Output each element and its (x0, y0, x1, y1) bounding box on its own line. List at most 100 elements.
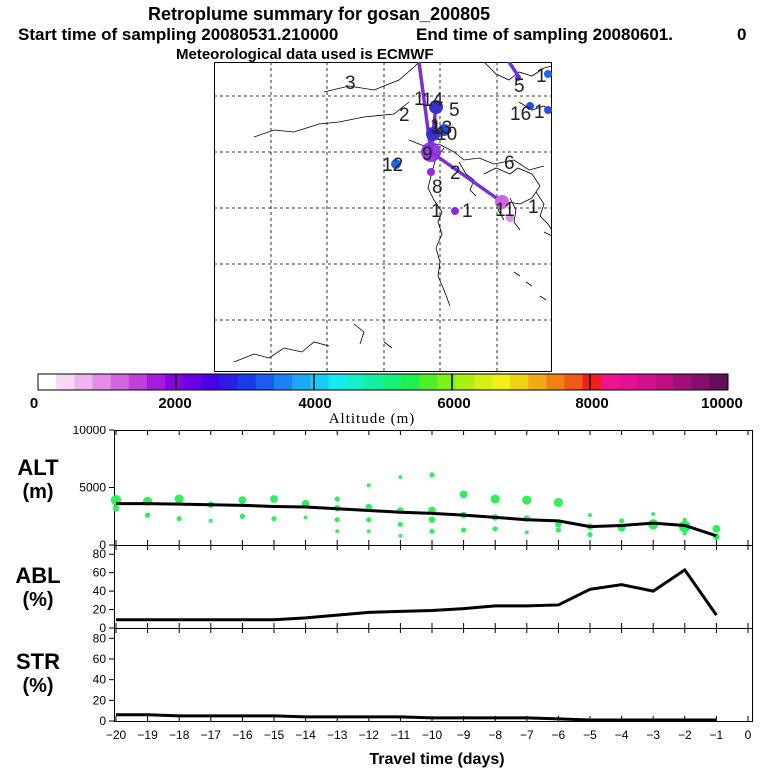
colorbar-cell (92, 374, 112, 390)
colorbar-cell (310, 374, 330, 390)
alt-particle-dot (271, 515, 277, 522)
map-label: 13 (431, 118, 452, 139)
x-tick-label: −13 (327, 728, 348, 742)
colorbar-cell (528, 374, 547, 390)
map-label: 16 (510, 104, 531, 125)
str-ytick-label: 0 (99, 714, 106, 728)
alt-particle-dot (459, 490, 468, 499)
map-label: 14 (422, 90, 444, 111)
colorbar-cell (255, 374, 275, 390)
abl-ytick-label: 40 (93, 584, 107, 598)
colorbar-cell (419, 374, 438, 390)
colorbar-cell (364, 374, 384, 390)
colorbar-tick-label: 2000 (158, 395, 191, 412)
map-label: 1 (414, 89, 425, 110)
colorbar-cell (455, 374, 475, 390)
alt-particle-dot (492, 526, 498, 532)
alt-series-line (116, 502, 717, 538)
alt-particle-dot (366, 517, 372, 523)
alt-panel: ALT (m) 10000 5000 0 (17, 426, 753, 552)
x-tick-label: −18 (169, 728, 190, 742)
colorbar-cell (219, 374, 239, 390)
x-tick-label: −5 (583, 728, 597, 742)
colorbar-cell (510, 374, 529, 390)
colorbar-tick-label: 6000 (437, 395, 470, 412)
alt-particle-dot (397, 521, 403, 527)
alt-particle-dot (112, 504, 120, 512)
abl-ytick-label: 80 (93, 547, 107, 561)
alt-ylabel-unit: (m) (22, 481, 53, 503)
x-tick-label: −12 (359, 728, 380, 742)
str-panel: STR (%) 80 60 40 20 0 (16, 628, 753, 728)
alt-particle-dot (522, 495, 532, 505)
colorbar-cell (600, 374, 620, 390)
x-tick-label: −10 (422, 728, 443, 742)
alt-particle-dot (428, 516, 436, 523)
alt-particle-dot (335, 529, 340, 534)
colorbar-cell (346, 374, 366, 390)
map-label: 9 (422, 144, 433, 165)
abl-series-line (116, 567, 718, 622)
colorbar-cells (38, 374, 729, 390)
alt-particle-dot (174, 494, 184, 504)
colorbar-tick-label: 8000 (575, 395, 608, 412)
colorbar-axis-label: Altitude (m) (329, 411, 416, 426)
end-time-label: End time of sampling 20080601. (416, 25, 673, 44)
altitude-colorbar: 0 2000 4000 6000 8000 10000 Altitude (m) (30, 373, 743, 426)
map-label: 12 (382, 155, 403, 176)
x-tick-label: −17 (201, 728, 222, 742)
colorbar-cell (401, 374, 420, 390)
str-panel-frame (114, 628, 753, 722)
colorbar-cell (709, 374, 729, 390)
map-label: 5 (514, 76, 525, 97)
map-label: 1 (536, 66, 547, 87)
abl-panel: ABL (%) 80 60 40 20 0 (15, 545, 753, 635)
map-label: 1 (462, 201, 473, 222)
colorbar-cell (328, 374, 348, 390)
colorbar-cell (546, 374, 566, 390)
alt-particle-dot (398, 533, 403, 538)
alt-ytick-label: 10000 (73, 426, 107, 437)
colorbar-cell (655, 374, 675, 390)
plume-dot (429, 100, 443, 114)
map-label: 2 (399, 105, 410, 126)
abl-ytick-label: 0 (99, 621, 106, 635)
retroplume-map: 3 1 2 14 5 1 13 10 12 9 2 8 1 6 11 1 5 1… (214, 62, 552, 372)
map-label: 3 (345, 73, 356, 94)
alt-particle-dot (208, 518, 213, 523)
str-ytick-label: 60 (93, 652, 107, 666)
alt-particle-dot (712, 525, 721, 533)
x-tick-label: −20 (106, 728, 127, 742)
map-number-labels: 3 1 2 14 5 1 13 10 12 9 2 8 1 6 11 1 5 1… (345, 66, 547, 222)
alt-particle-dot (555, 527, 562, 533)
alt-particle-dot (587, 532, 593, 538)
colorbar-frame (37, 373, 729, 391)
alt-particle-dot (619, 518, 625, 524)
alt-ytick-label: 0 (99, 538, 106, 552)
colorbar-cell (237, 374, 257, 390)
plume-dot (515, 75, 521, 81)
alt-particle-dot (429, 472, 435, 478)
met-data-label: Meteorological data used is ECMWF (176, 46, 434, 63)
plume-dots (391, 70, 552, 222)
alt-panel-frame (114, 430, 753, 546)
x-axis-label: Travel time (days) (369, 751, 504, 768)
x-tick-label: −19 (137, 728, 158, 742)
str-ytick-label: 80 (93, 631, 107, 645)
alt-particle-dot (176, 515, 182, 522)
alt-particle-dot (366, 483, 371, 488)
colorbar-cell (491, 374, 511, 390)
alt-ylabel: ALT (17, 455, 59, 480)
alt-particle-dot (651, 512, 656, 516)
x-tick-label: −14 (295, 728, 316, 742)
x-tick-label: −3 (646, 728, 660, 742)
alt-particle-dot (461, 527, 467, 533)
x-tick-label: −7 (520, 728, 534, 742)
colorbar-cell (201, 374, 221, 390)
abl-ytick-label: 20 (93, 603, 107, 617)
colorbar-cell (74, 374, 93, 390)
alt-particle-dot (303, 515, 308, 520)
colorbar-cell (274, 374, 293, 390)
alt-ytick-label: 5000 (79, 481, 106, 495)
colorbar-cell (637, 374, 656, 390)
